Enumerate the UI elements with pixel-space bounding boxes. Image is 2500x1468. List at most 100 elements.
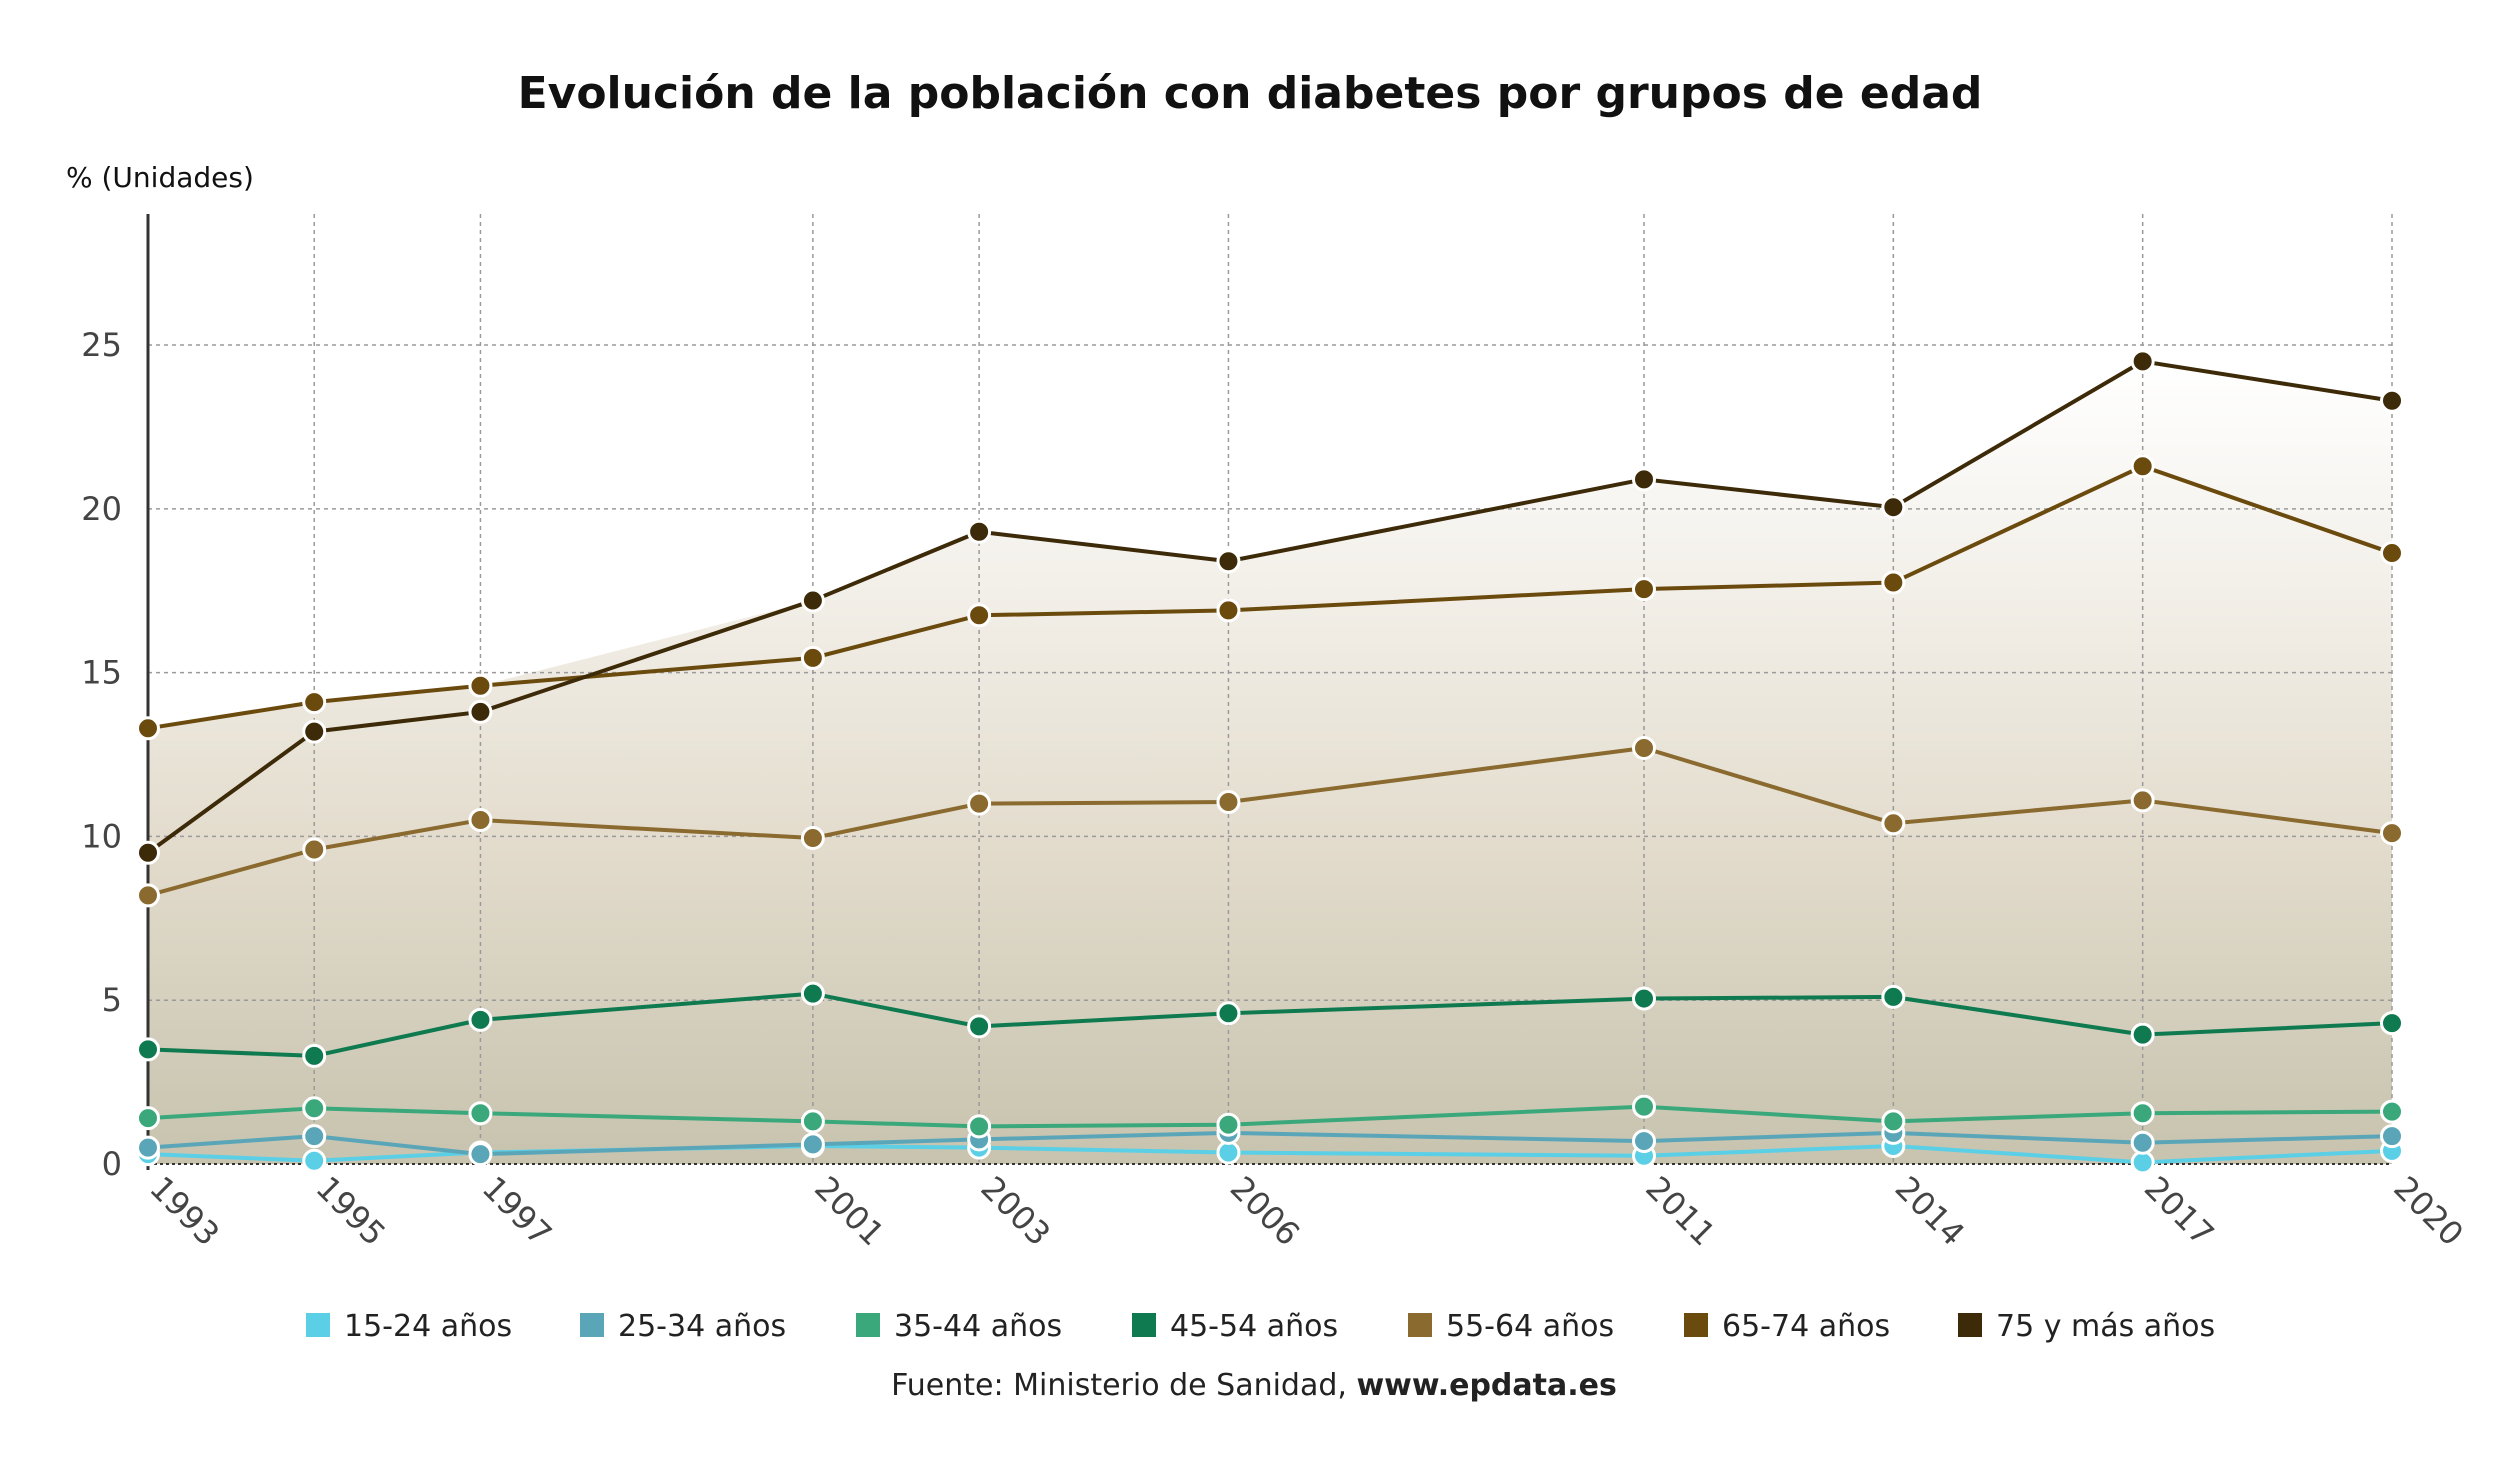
legend-swatch — [1684, 1313, 1708, 1337]
legend-item[interactable]: 35-44 años — [856, 1309, 1062, 1344]
data-point[interactable] — [468, 1007, 493, 1032]
data-point[interactable] — [1632, 1129, 1656, 1154]
data-point[interactable] — [302, 1148, 327, 1173]
data-point[interactable] — [2380, 821, 2404, 846]
x-tick-label: 2011 — [1638, 1169, 1722, 1253]
data-point[interactable] — [2130, 349, 2155, 374]
data-point[interactable] — [800, 981, 825, 1006]
data-point[interactable] — [2130, 1101, 2155, 1126]
y-tick-label: 10 — [81, 817, 122, 855]
data-point[interactable] — [136, 883, 160, 908]
data-point[interactable] — [468, 1142, 493, 1167]
series-line — [146, 359, 2393, 855]
data-point[interactable] — [1216, 1140, 1241, 1165]
x-tick-label: 2006 — [1223, 1169, 1307, 1253]
data-point[interactable] — [136, 1037, 160, 1062]
data-point[interactable] — [1216, 549, 1241, 574]
data-point[interactable] — [136, 716, 160, 741]
data-point[interactable] — [1881, 984, 1906, 1009]
data-point[interactable] — [302, 1096, 327, 1121]
data-point[interactable] — [302, 1043, 327, 1068]
data-point[interactable] — [2380, 388, 2404, 413]
data-point[interactable] — [800, 588, 825, 613]
y-tick-label: 15 — [81, 654, 122, 692]
data-point[interactable] — [136, 1135, 160, 1160]
data-point[interactable] — [2130, 1150, 2155, 1175]
data-point[interactable] — [1881, 811, 1906, 836]
data-point[interactable] — [2380, 1011, 2404, 1036]
legend-item[interactable]: 45-54 años — [1132, 1309, 1338, 1344]
data-point[interactable] — [136, 840, 160, 865]
data-point[interactable] — [1632, 986, 1656, 1011]
data-point[interactable] — [2130, 454, 2155, 479]
data-point[interactable] — [468, 1101, 493, 1126]
y-tick-label: 0 — [102, 1145, 122, 1183]
data-point[interactable] — [967, 603, 992, 628]
x-tick-label: 1993 — [142, 1169, 226, 1253]
series-4 — [136, 981, 2404, 1068]
data-point[interactable] — [468, 673, 493, 698]
x-tick-label: 2003 — [973, 1169, 1057, 1253]
x-tick-label: 2001 — [807, 1169, 891, 1253]
data-point[interactable] — [1632, 467, 1656, 492]
legend-label: 65-74 años — [1722, 1309, 1890, 1344]
series-7 — [136, 349, 2404, 865]
data-point[interactable] — [302, 719, 327, 744]
data-point[interactable] — [967, 791, 992, 816]
data-point[interactable] — [967, 1114, 992, 1139]
data-point[interactable] — [2130, 1022, 2155, 1047]
data-point[interactable] — [2130, 788, 2155, 813]
data-point[interactable] — [1632, 1094, 1656, 1119]
data-point[interactable] — [1632, 735, 1656, 760]
data-point[interactable] — [2380, 1124, 2404, 1149]
data-point[interactable] — [967, 519, 992, 544]
series-line — [147, 991, 2393, 1058]
y-tick-label: 25 — [81, 326, 122, 364]
data-point[interactable] — [800, 1132, 825, 1157]
data-point[interactable] — [468, 699, 493, 724]
data-point[interactable] — [1881, 570, 1906, 595]
data-point[interactable] — [1632, 577, 1656, 602]
x-tick-label: 1997 — [475, 1169, 559, 1253]
data-point[interactable] — [800, 826, 825, 851]
data-point[interactable] — [302, 837, 327, 862]
series-6 — [136, 454, 2404, 741]
legend-swatch — [306, 1313, 330, 1337]
chart-title: Evolución de la población con diabetes p… — [518, 68, 1983, 119]
data-point[interactable] — [800, 1109, 825, 1134]
data-point[interactable] — [1216, 1001, 1241, 1026]
data-point[interactable] — [967, 1014, 992, 1039]
area-fill-layer — [148, 361, 2392, 1164]
data-point[interactable] — [468, 808, 493, 833]
legend: 15-24 años 25-34 años 35-44 años 45-54 años… — [306, 1309, 2215, 1344]
data-point[interactable] — [1216, 598, 1241, 623]
legend-label: 25-34 años — [618, 1309, 786, 1344]
data-point[interactable] — [1881, 1109, 1906, 1134]
y-tick-label: 20 — [81, 490, 122, 528]
legend-label: 75 y más años — [1996, 1309, 2215, 1344]
legend-swatch — [1958, 1313, 1982, 1337]
series-line — [147, 1130, 2393, 1157]
series-5 — [136, 735, 2404, 908]
legend-item[interactable]: 75 y más años — [1958, 1309, 2215, 1344]
data-point[interactable] — [2130, 1130, 2155, 1155]
legend-label: 45-54 años — [1170, 1309, 1338, 1344]
data-point[interactable] — [302, 1124, 327, 1149]
data-point[interactable] — [2380, 1099, 2404, 1124]
data-point[interactable] — [800, 645, 825, 670]
data-point[interactable] — [1881, 495, 1906, 520]
legend-item[interactable]: 25-34 años — [580, 1309, 786, 1344]
data-point[interactable] — [136, 1106, 160, 1131]
x-tick-label: 2014 — [1888, 1169, 1972, 1253]
data-point[interactable] — [302, 690, 327, 715]
series-layer — [136, 349, 2404, 1175]
x-tick-label: 1995 — [309, 1169, 393, 1253]
data-point[interactable] — [1216, 1112, 1241, 1137]
legend-item[interactable]: 65-74 años — [1684, 1309, 1890, 1344]
legend-item[interactable]: 55-64 años — [1408, 1309, 1614, 1344]
data-point[interactable] — [1216, 790, 1241, 815]
area-fill — [148, 361, 2392, 1164]
legend-item[interactable]: 15-24 años — [306, 1309, 512, 1344]
data-point[interactable] — [2380, 541, 2404, 566]
series-line — [147, 1143, 2393, 1165]
